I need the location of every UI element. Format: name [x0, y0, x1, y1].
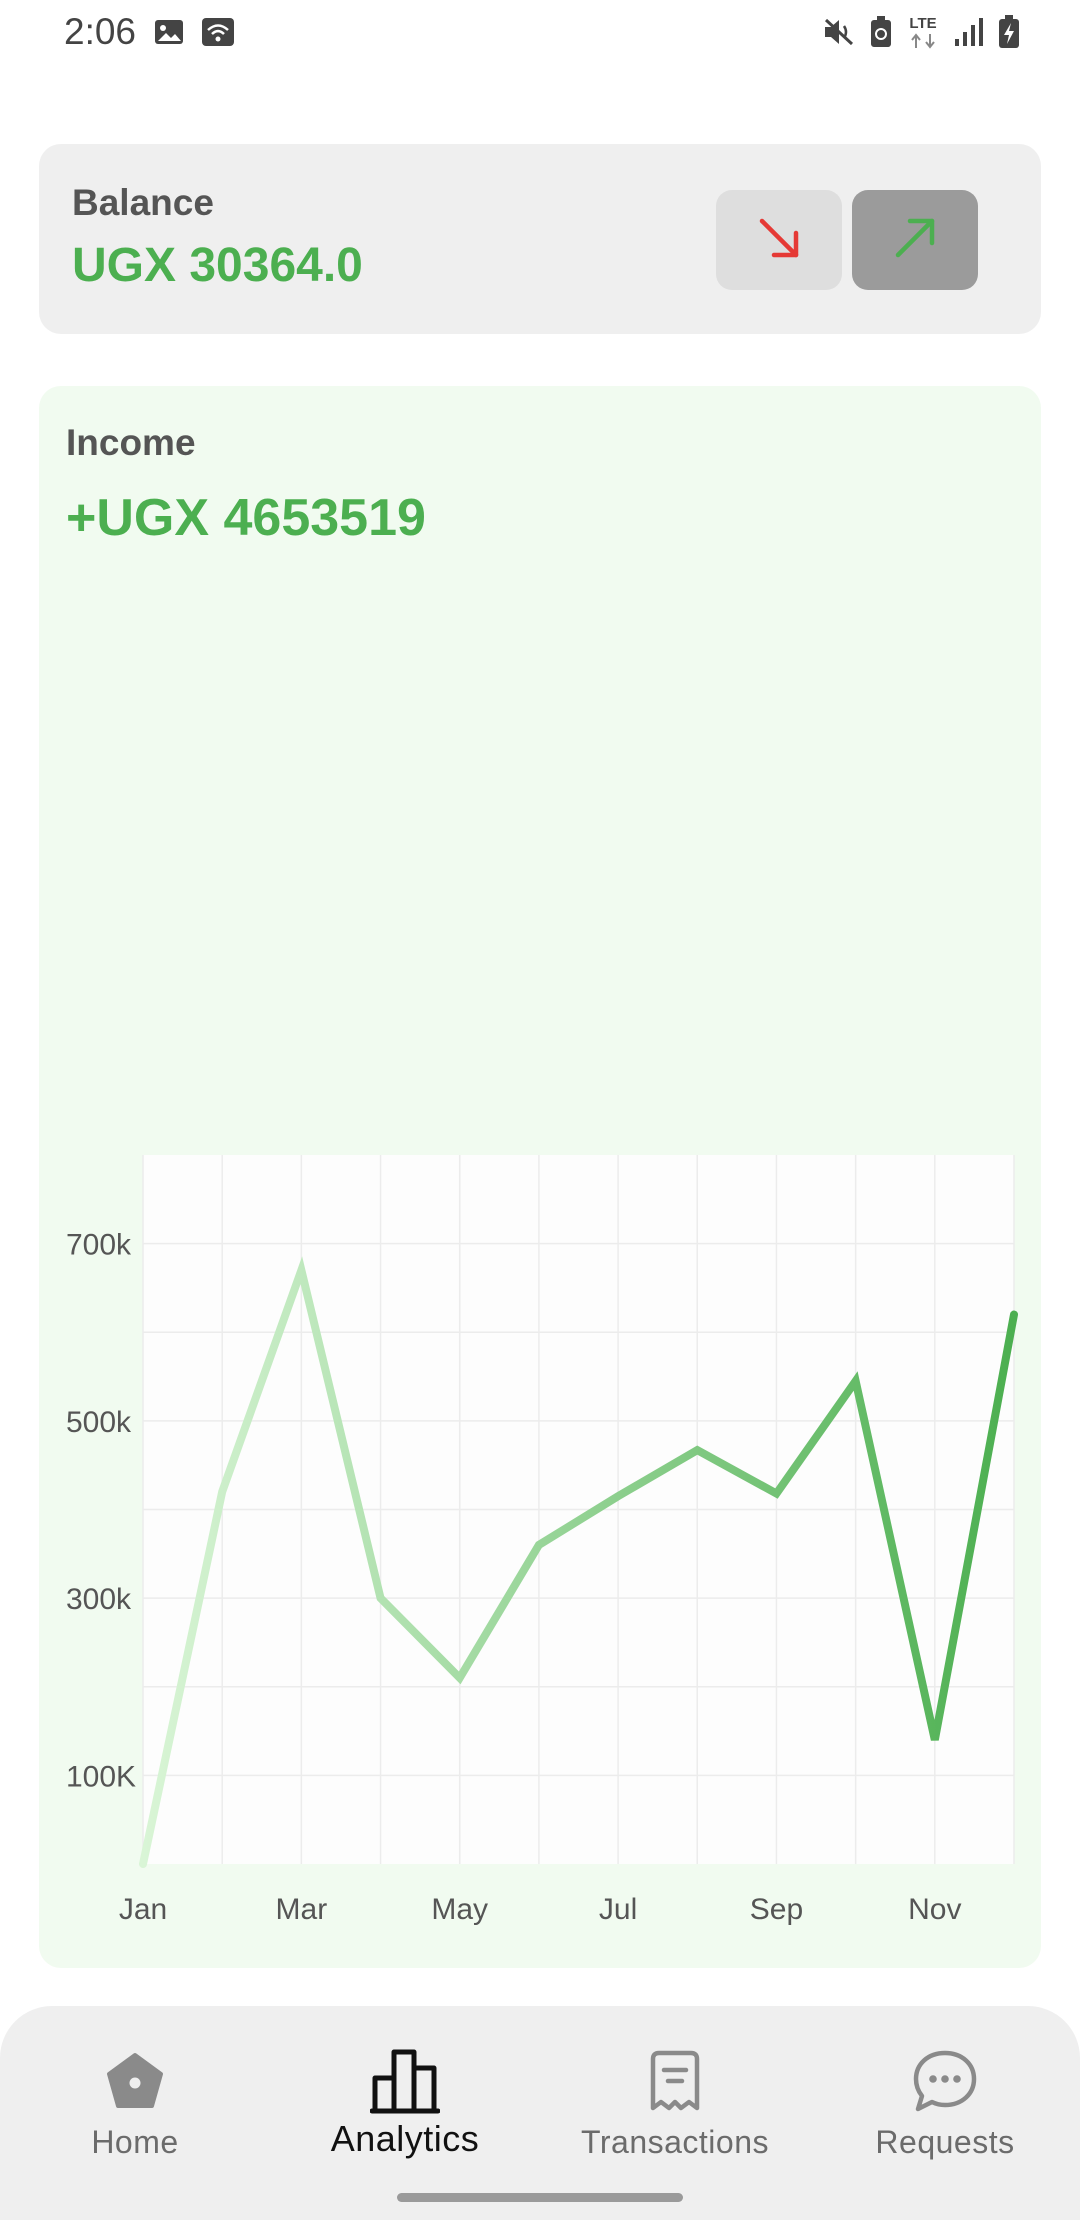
y-tick-label: 700k	[66, 1229, 132, 1262]
status-time: 2:06	[64, 11, 137, 52]
gesture-home-indicator[interactable]	[397, 2193, 683, 2202]
balance-value: UGX 30364.0	[72, 239, 363, 292]
home-icon	[106, 2046, 164, 2116]
balance-card: Balance UGX 30364.0	[39, 144, 1041, 334]
income-label: Income	[66, 422, 196, 463]
nav-item-transactions[interactable]: Transactions	[540, 2046, 810, 2176]
battery-charging-icon	[998, 15, 1020, 49]
y-tick-label: 500k	[66, 1406, 132, 1439]
arrow-down-right-icon	[756, 215, 802, 266]
x-tick-label: Jul	[599, 1893, 637, 1926]
y-tick-label: 300k	[66, 1583, 132, 1616]
y-tick-label: 100K	[66, 1760, 136, 1793]
x-tick-label: May	[431, 1893, 488, 1926]
x-tick-label: Mar	[276, 1893, 328, 1926]
income-value: +UGX 4653519	[66, 489, 426, 547]
nav-label-home: Home	[91, 2124, 179, 2160]
nav-item-analytics[interactable]: Analytics	[270, 2046, 540, 2176]
status-left: 2:06	[64, 11, 235, 53]
x-tick-label: Sep	[750, 1893, 803, 1926]
mute-icon	[822, 16, 856, 48]
x-tick-label: Nov	[908, 1893, 961, 1926]
battery-saver-icon	[870, 16, 892, 48]
x-tick-label: Jan	[119, 1893, 167, 1926]
receipt-icon	[647, 2046, 703, 2116]
series-line	[139, 1256, 1018, 1868]
nav-label-requests: Requests	[875, 2124, 1015, 2160]
status-right: LTE	[822, 14, 1020, 50]
image-icon	[154, 17, 184, 47]
bottom-nav: Home Analytics Transactions Requests	[0, 2006, 1080, 2220]
status-bar: 2:06 LTE	[0, 0, 1080, 64]
balance-label: Balance	[72, 182, 214, 223]
income-line-chart: 100K 300k 500k 700k Jan Mar May Jul Sep Nov	[66, 1155, 1018, 1926]
nav-item-requests[interactable]: Requests	[810, 2046, 1080, 2176]
arrow-up-right-icon	[892, 215, 938, 266]
signal-icon	[954, 17, 984, 47]
chat-bubble-icon	[912, 2046, 978, 2116]
nav-item-home[interactable]: Home	[0, 2046, 270, 2176]
income-card: Income +UGX 4653519 100K 300k 500k 700k Jan M…	[39, 386, 1041, 1968]
bar-chart-icon	[370, 2046, 440, 2116]
nav-label-transactions: Transactions	[581, 2124, 769, 2160]
expense-button[interactable]	[716, 190, 842, 290]
nav-label-analytics: Analytics	[330, 2118, 480, 2159]
wifi-icon	[202, 17, 235, 47]
lte-icon: LTE	[906, 14, 940, 50]
lte-text: LTE	[909, 15, 936, 32]
income-button[interactable]	[852, 190, 978, 290]
